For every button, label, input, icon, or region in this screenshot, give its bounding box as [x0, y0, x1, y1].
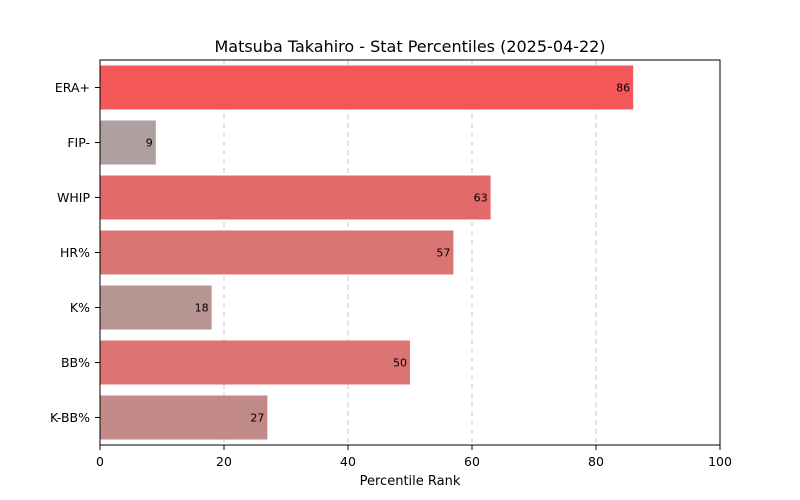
- y-tick-label: WHIP: [57, 190, 90, 205]
- x-tick-label: 100: [708, 454, 732, 469]
- y-tick-label: ERA+: [55, 80, 90, 95]
- x-tick-label: 20: [216, 454, 232, 469]
- y-tick-label: FIP-: [67, 135, 90, 150]
- y-tick-label: K%: [70, 300, 90, 315]
- bar-value-label: 57: [436, 247, 450, 260]
- bar-value-labels: 86 9 63 57 18 50 27: [146, 82, 630, 425]
- bar-value-label: 9: [146, 137, 153, 150]
- x-axis-ticks: 0 20 40 60 80 100: [96, 445, 732, 469]
- bar-FIP-: [100, 120, 156, 165]
- x-tick-label: 60: [464, 454, 480, 469]
- x-axis-label: Percentile Rank: [360, 474, 461, 489]
- chart-title: Matsuba Takahiro - Stat Percentiles (202…: [214, 37, 605, 56]
- y-tick-label: BB%: [61, 355, 90, 370]
- x-tick-label: 80: [588, 454, 604, 469]
- bar-value-label: 63: [474, 192, 488, 205]
- bar-value-label: 50: [393, 357, 407, 370]
- bar-BB%: [100, 340, 410, 385]
- bar-WHIP: [100, 175, 491, 220]
- y-axis-ticks: ERA+ FIP- WHIP HR% K% BB% K-BB%: [50, 80, 100, 425]
- bar-value-label: 86: [616, 82, 630, 95]
- bar-ERA+: [100, 65, 634, 110]
- y-tick-label: K-BB%: [50, 410, 90, 425]
- bar-value-label: 27: [250, 412, 264, 425]
- bar-HR%: [100, 230, 454, 275]
- bar-K%: [100, 285, 212, 330]
- bars: [100, 65, 634, 440]
- bar-K-BB%: [100, 395, 268, 440]
- y-tick-label: HR%: [60, 245, 90, 260]
- bar-value-label: 18: [195, 302, 209, 315]
- x-tick-label: 40: [340, 454, 356, 469]
- x-tick-label: 0: [96, 454, 104, 469]
